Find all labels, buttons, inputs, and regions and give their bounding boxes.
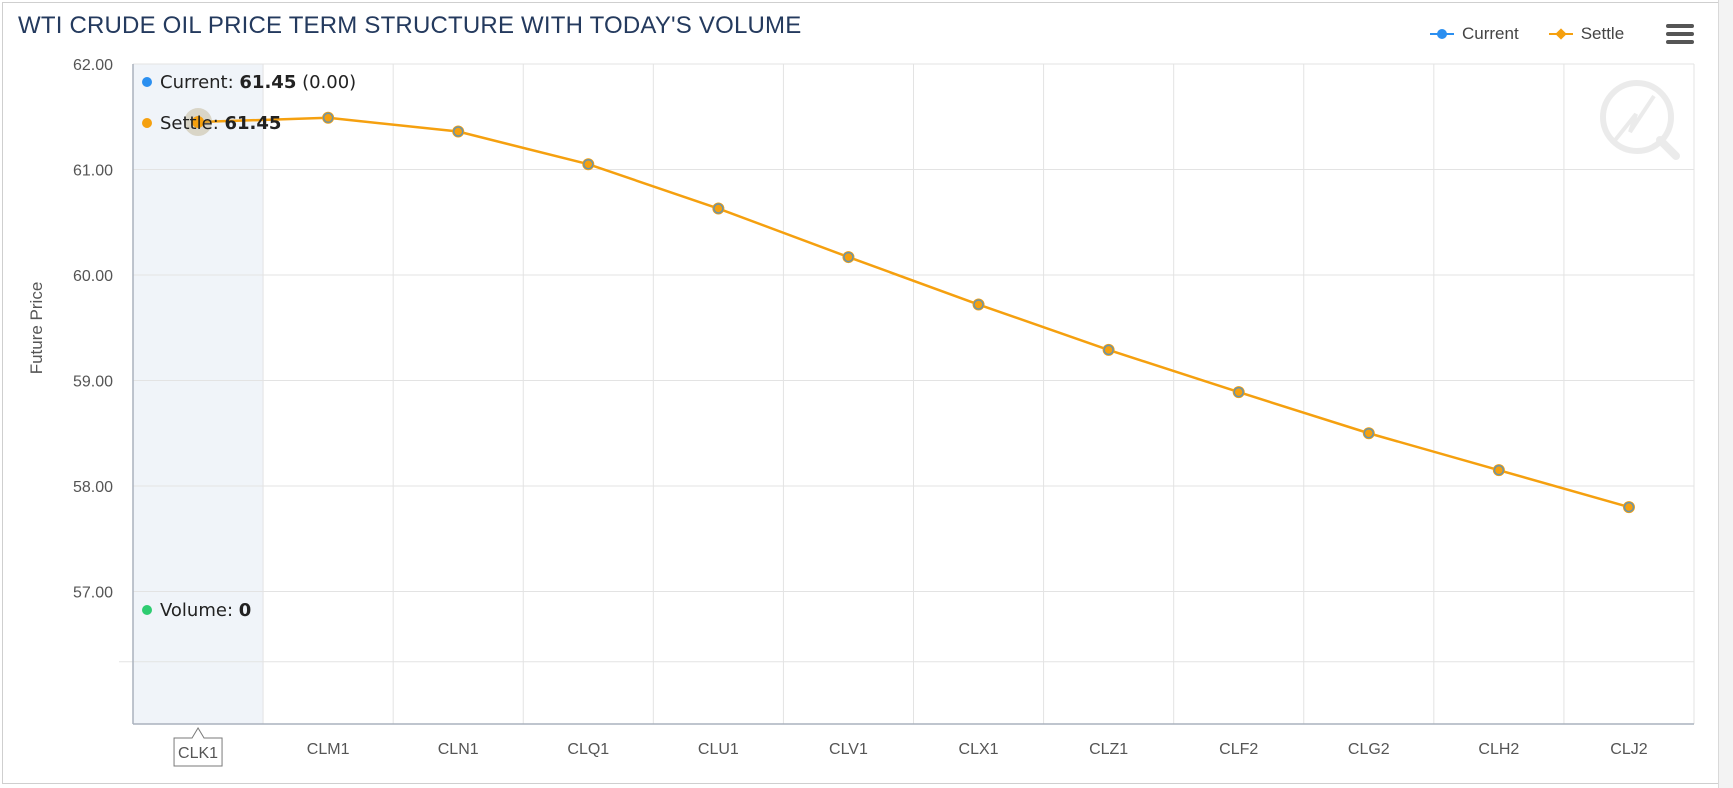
svg-text:Volume: 0: Volume: 0 bbox=[160, 600, 251, 621]
svg-text:Current: 61.45 (0.00): Current: 61.45 (0.00) bbox=[160, 72, 356, 93]
tooltip: Current: 61.45 (0.00) Settle: 61.45 Volu… bbox=[142, 72, 356, 621]
y-tick-label: 57.00 bbox=[73, 585, 113, 602]
current-point bbox=[1493, 464, 1505, 476]
y-axis-label: Future Price bbox=[27, 282, 46, 375]
chart-title: WTI CRUDE OIL PRICE TERM STRUCTURE WITH … bbox=[18, 12, 802, 39]
hamburger-menu-icon[interactable] bbox=[1666, 24, 1694, 48]
x-tick-label: CLQ1 bbox=[567, 741, 609, 758]
series-layer bbox=[198, 111, 1635, 514]
legend-symbol-current bbox=[1430, 27, 1454, 41]
y-axis-ticks: 62.00 61.00 60.00 59.00 58.00 57.00 bbox=[73, 57, 113, 602]
current-point bbox=[843, 251, 854, 263]
current-point bbox=[1363, 428, 1375, 439]
x-tick-label: CLZ1 bbox=[1089, 741, 1128, 758]
y-tick-label: 58.00 bbox=[73, 479, 113, 496]
x-tick-label: CLG2 bbox=[1348, 741, 1390, 758]
current-point bbox=[973, 299, 984, 310]
series-line-settle bbox=[198, 116, 1630, 509]
legend-symbol-settle bbox=[1548, 27, 1573, 41]
scrollbar-strip[interactable] bbox=[1718, 0, 1733, 788]
current-point bbox=[583, 158, 594, 170]
x-tick-label: CLF2 bbox=[1219, 741, 1258, 758]
y-tick-label: 61.00 bbox=[73, 163, 113, 180]
hover-marker bbox=[184, 108, 213, 137]
x-axis-ticks: CLM1 CLN1 CLQ1 CLU1 CLV1 CLX1 CLZ1 CLF2 CLG2 CLH2… bbox=[307, 741, 1648, 758]
tooltip-settle-label: Settle: bbox=[160, 113, 224, 134]
x-tick-label: CLJ2 bbox=[1610, 741, 1647, 758]
legend-item-settle[interactable]: Settle bbox=[1548, 24, 1625, 44]
category-badge-box bbox=[173, 727, 223, 767]
tooltip-volume-label: Volume: bbox=[160, 600, 239, 621]
svg-text:Settle: 61.45: Settle: 61.45 bbox=[160, 113, 281, 134]
legend-item-current[interactable]: Current bbox=[1430, 24, 1519, 44]
x-tick-label: CLN1 bbox=[438, 741, 479, 758]
current-point bbox=[322, 112, 334, 124]
x-tick-label: CLV1 bbox=[829, 741, 868, 758]
x-tick-label: CLX1 bbox=[959, 741, 999, 758]
tooltip-current-dot bbox=[142, 77, 152, 87]
tooltip-volume-dot bbox=[142, 605, 152, 615]
current-point bbox=[1623, 501, 1635, 513]
highlight-band bbox=[133, 64, 264, 724]
y-tick-label: 60.00 bbox=[73, 268, 113, 285]
tooltip-current-change: (0.00) bbox=[296, 72, 356, 93]
tooltip-settle-value: 61.45 bbox=[224, 113, 281, 134]
x-tick-label: CLM1 bbox=[307, 741, 350, 758]
category-badge: CLK1 bbox=[173, 727, 223, 767]
grid-lines bbox=[119, 63, 1695, 724]
tooltip-current-value: 61.45 bbox=[239, 72, 296, 93]
tooltip-volume-value: 0 bbox=[239, 600, 252, 621]
current-point bbox=[1233, 386, 1244, 398]
y-tick-label: 59.00 bbox=[73, 374, 113, 391]
x-tick-label: CLH2 bbox=[1478, 741, 1519, 758]
legend-label-current: Current bbox=[1462, 24, 1519, 43]
current-point bbox=[1103, 344, 1114, 356]
current-point bbox=[713, 203, 724, 214]
current-point bbox=[452, 126, 464, 137]
hover-point-settle bbox=[192, 116, 205, 129]
x-tick-label: CLU1 bbox=[698, 741, 739, 758]
y-tick-label: 62.00 bbox=[73, 57, 113, 74]
tooltip-settle-dot bbox=[142, 118, 152, 128]
tooltip-current-label: Current: bbox=[160, 72, 239, 93]
x-tick-label-highlighted: CLK1 bbox=[178, 745, 218, 762]
legend-label-settle: Settle bbox=[1580, 24, 1625, 43]
watermark-quote-logo-icon bbox=[1600, 80, 1680, 160]
chart-legend: Current Settle bbox=[1430, 24, 1654, 44]
